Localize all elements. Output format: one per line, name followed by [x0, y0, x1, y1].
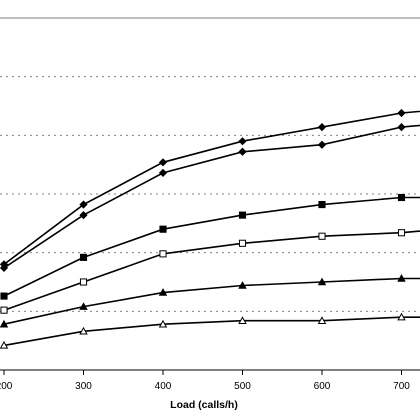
- series-group: [0, 108, 420, 349]
- series-5: [0, 274, 420, 328]
- series-line: [3, 110, 420, 266]
- triangle-marker: [0, 340, 9, 349]
- x-tick-label: 700: [393, 381, 410, 392]
- triangle-marker: [79, 326, 88, 335]
- triangle-marker: [397, 312, 406, 321]
- series-line: [3, 230, 420, 311]
- diamond-marker: [238, 147, 247, 156]
- triangle-marker: [317, 277, 327, 286]
- square-marker: [0, 306, 8, 314]
- triangle-marker: [317, 316, 327, 324]
- square-marker: [238, 211, 247, 219]
- grid-lines: [0, 17, 420, 312]
- triangle-marker: [238, 281, 247, 289]
- square-marker: [159, 250, 167, 258]
- square-marker: [0, 292, 8, 300]
- triangle-marker: [0, 319, 9, 328]
- x-tick-label: 600: [314, 381, 331, 392]
- triangle-marker: [158, 288, 168, 296]
- triangle-marker: [158, 319, 168, 328]
- diamond-marker: [238, 137, 247, 146]
- x-tick-label: 400: [155, 381, 172, 392]
- series-3: [0, 193, 420, 300]
- square-marker: [318, 232, 326, 240]
- series-4: [0, 229, 420, 314]
- series-6: [0, 312, 420, 349]
- diamond-marker: [79, 200, 88, 209]
- diamond-marker: [79, 211, 88, 220]
- series-1: [0, 108, 420, 269]
- diamond-marker: [317, 123, 327, 132]
- diamond-marker: [158, 158, 168, 167]
- diamond-marker: [158, 168, 168, 177]
- square-marker: [397, 193, 406, 202]
- series-line: [3, 316, 420, 347]
- square-marker: [159, 225, 167, 233]
- series-2: [0, 123, 420, 273]
- triangle-marker: [238, 316, 247, 324]
- x-tick-label: 500: [234, 381, 251, 392]
- x-tick-labels: 200 300 400 500 600 700: [0, 370, 410, 392]
- triangle-marker: [397, 274, 406, 282]
- diamond-marker: [0, 263, 9, 273]
- triangle-marker: [79, 302, 88, 310]
- series-line: [3, 277, 420, 325]
- x-tick-label: 200: [0, 381, 13, 392]
- diamond-marker: [397, 108, 406, 118]
- diamond-marker: [317, 140, 327, 149]
- square-marker: [238, 239, 247, 247]
- square-marker: [397, 229, 406, 237]
- x-axis-title: Load (calls/h): [170, 399, 238, 411]
- diamond-marker: [397, 123, 406, 132]
- square-marker: [318, 201, 326, 209]
- x-tick-label: 300: [75, 381, 92, 392]
- square-marker: [79, 253, 88, 261]
- series-line: [3, 124, 420, 269]
- square-marker: [79, 278, 88, 286]
